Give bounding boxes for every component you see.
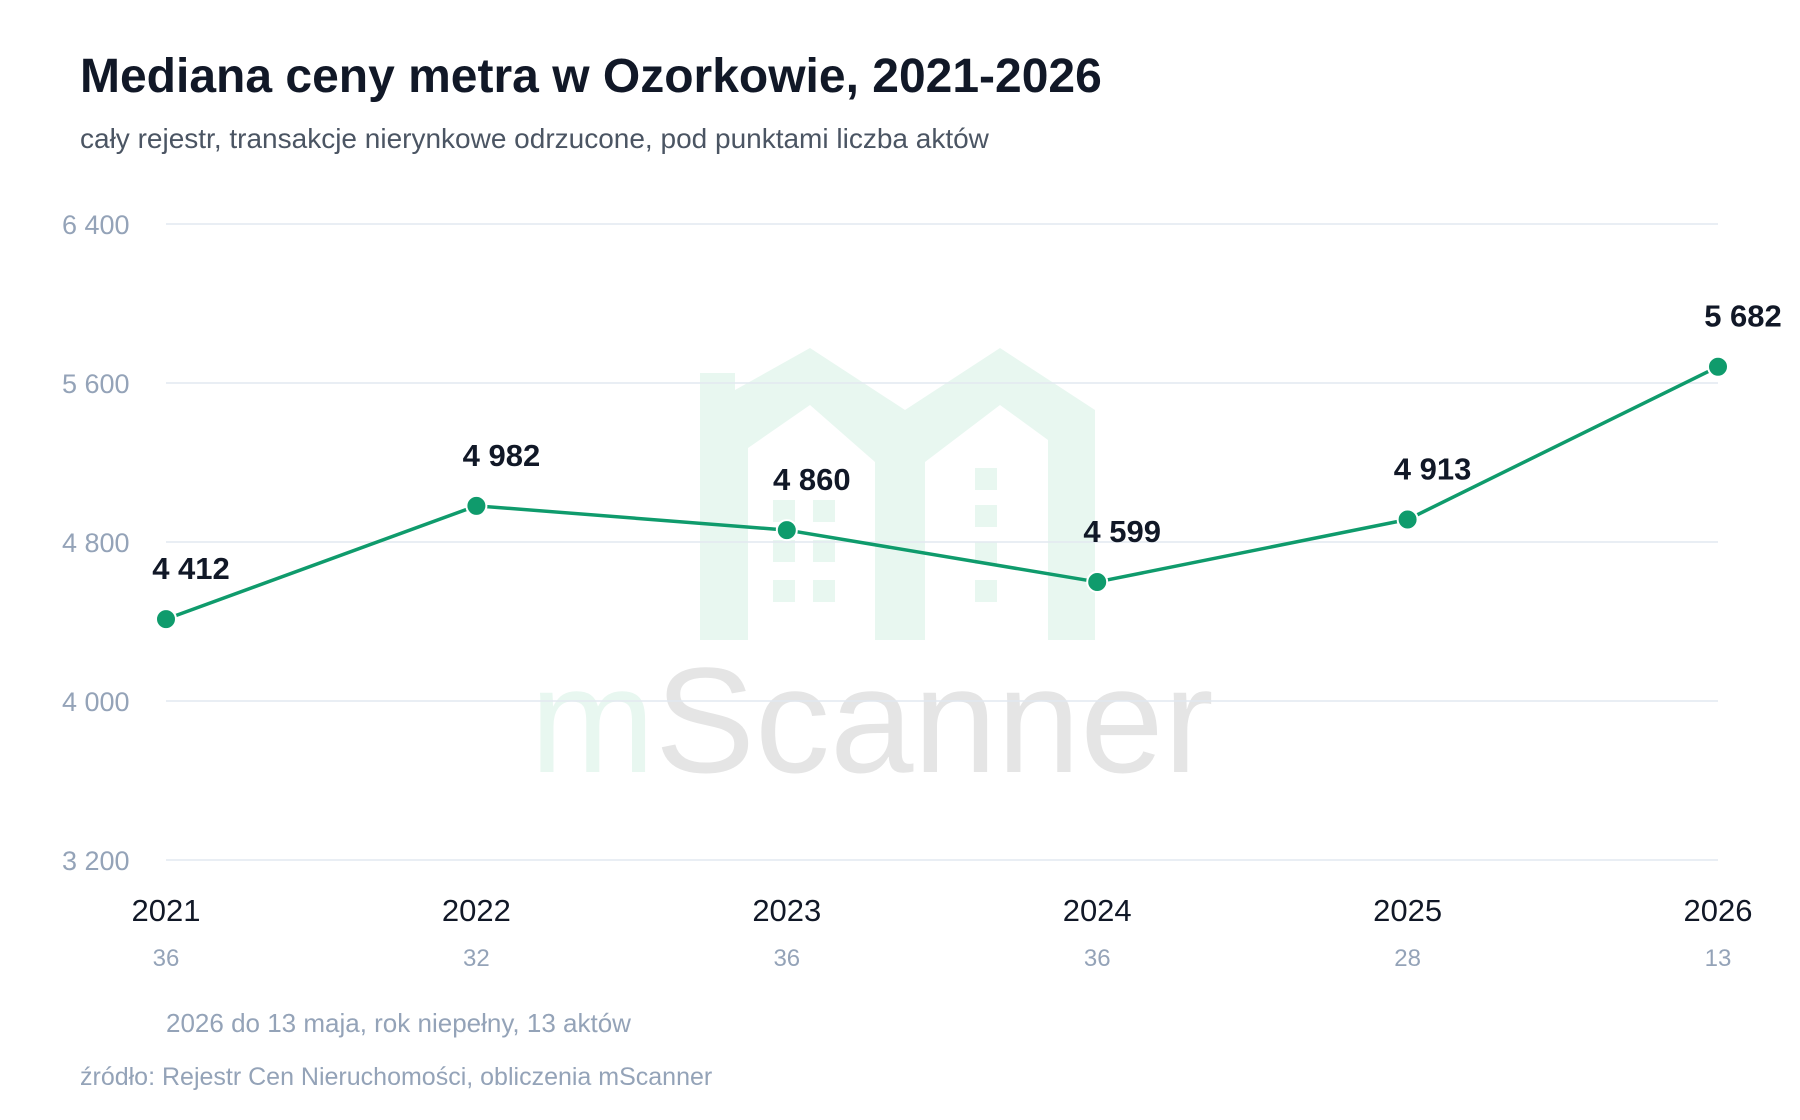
data-label: 4 913 [1394, 452, 1472, 487]
count-label: 32 [463, 945, 490, 972]
data-label: 4 412 [152, 551, 230, 586]
svg-text:mScanner: mScanner [530, 636, 1214, 804]
chart-subtitle: cały rejestr, transakcje nierynkowe odrz… [80, 123, 990, 154]
count-label: 36 [153, 945, 180, 972]
y-tick-label: 3 200 [62, 846, 130, 876]
watermark-logo: mScanner [530, 348, 1214, 804]
x-axis-ticks: 2021 2022 2023 2024 2025 2026 [132, 893, 1753, 928]
chart-title: Mediana ceny metra w Ozorkowie, 2021-202… [80, 50, 1102, 103]
data-label: 4 599 [1083, 514, 1161, 549]
y-tick-label: 5 600 [62, 369, 130, 399]
data-label: 5 682 [1704, 299, 1782, 334]
watermark-windows [773, 468, 997, 602]
x-tick-label: 2023 [752, 893, 821, 928]
watermark-house-icon [700, 348, 1095, 640]
data-point [1396, 508, 1419, 531]
x-tick-label: 2022 [442, 893, 511, 928]
y-axis-ticks: 3 200 4 000 4 800 5 600 6 400 [62, 210, 130, 876]
count-label: 13 [1705, 945, 1732, 972]
y-tick-label: 6 400 [62, 210, 130, 240]
data-labels: 4 412 4 982 4 860 4 599 4 913 5 682 [152, 299, 1782, 586]
data-label: 4 860 [773, 462, 851, 497]
count-label: 28 [1394, 945, 1421, 972]
data-label: 4 982 [463, 438, 541, 473]
count-label: 36 [773, 945, 800, 972]
watermark-text-m: m [530, 636, 655, 804]
data-point [1707, 355, 1729, 378]
chart-note: 2026 do 13 maja, rok niepełny, 13 aktów [166, 1008, 631, 1038]
data-point [775, 519, 798, 542]
series-line-group [164, 364, 1720, 621]
count-labels: 36 32 36 36 28 13 [153, 945, 1732, 972]
x-tick-label: 2026 [1684, 893, 1753, 928]
gridlines [166, 223, 1718, 861]
chart-source: źródło: Rejestr Cen Nieruchomości, oblic… [80, 1063, 712, 1091]
watermark-text-scanner: Scanner [655, 636, 1214, 804]
data-point [465, 494, 488, 517]
x-tick-label: 2025 [1373, 893, 1442, 928]
data-points [155, 355, 1729, 631]
count-label: 36 [1084, 945, 1111, 972]
x-tick-label: 2024 [1063, 893, 1132, 928]
data-point [1086, 570, 1109, 593]
y-tick-label: 4 800 [62, 528, 130, 558]
series-line [164, 364, 1720, 621]
x-tick-label: 2021 [132, 893, 201, 928]
data-point [155, 608, 177, 631]
y-tick-label: 4 000 [62, 687, 130, 717]
